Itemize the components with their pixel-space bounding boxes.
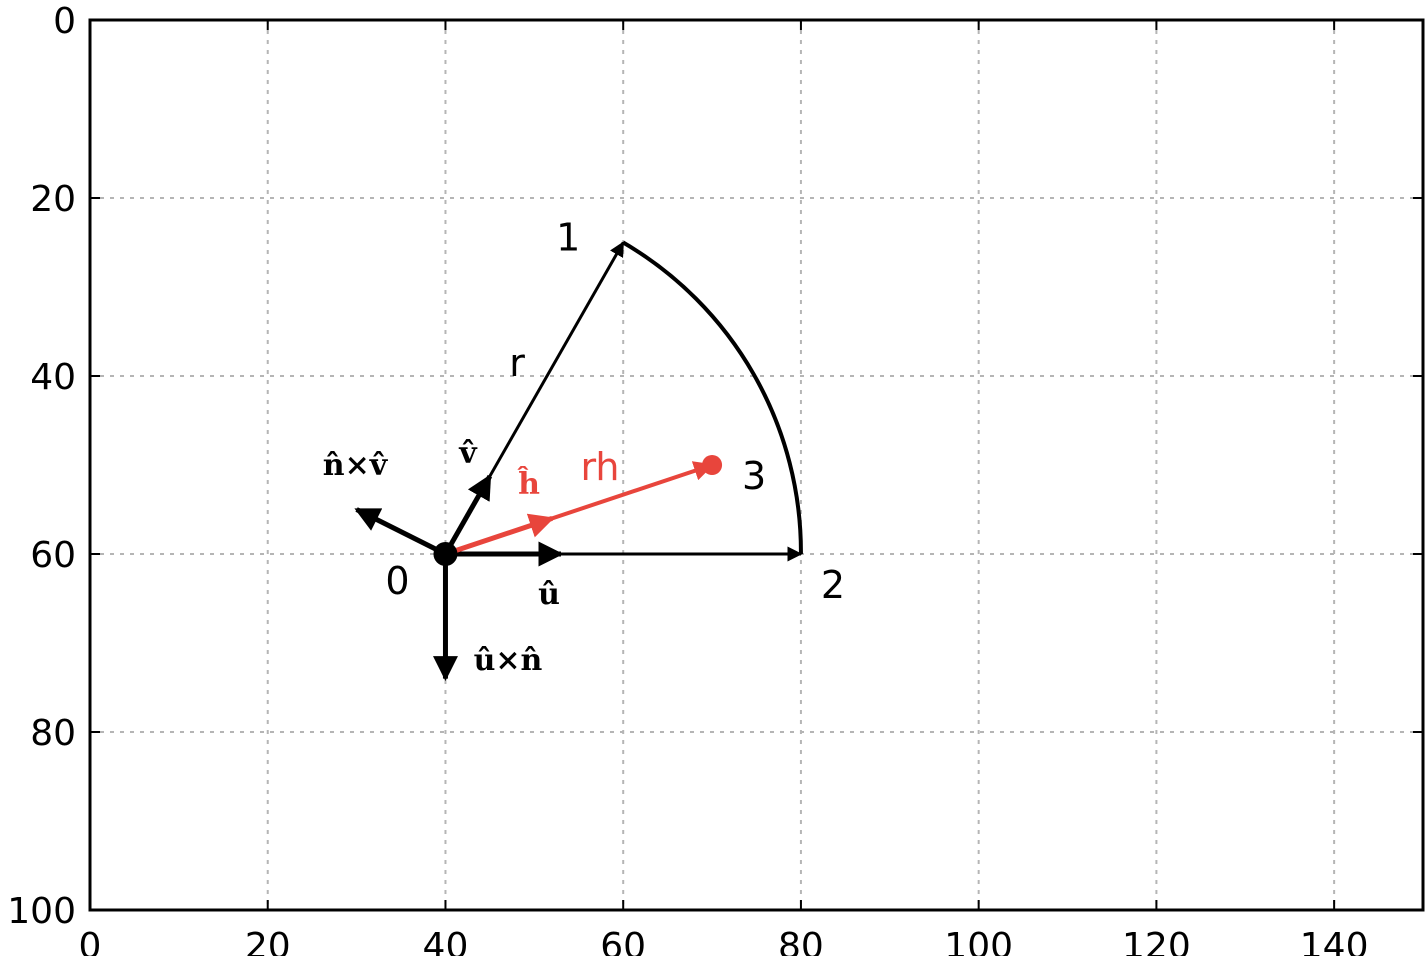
unit-vector (444, 513, 555, 557)
unit-vector-label: û (538, 577, 560, 612)
point-label: 2 (821, 563, 845, 607)
x-tick-label: 100 (944, 926, 1013, 956)
y-tick-label: 0 (53, 1, 76, 42)
unit-vector (354, 507, 447, 557)
unit-vector-label: û×n̂ (474, 643, 543, 678)
unit-vector-label: ĥ (517, 466, 540, 502)
rh-label: rh (580, 445, 619, 489)
y-tick-label: 60 (30, 535, 76, 576)
x-tick-label: 120 (1122, 926, 1191, 956)
x-tick-label: 140 (1300, 926, 1369, 956)
unit-vector-label: v̂ (458, 436, 478, 471)
unit-vector (443, 473, 493, 556)
x-tick-label: 80 (778, 926, 824, 956)
y-tick-label: 40 (30, 357, 76, 398)
x-tick-label: 20 (245, 926, 291, 956)
point-label: 0 (385, 559, 409, 603)
diagram-labels: 0 1 2 3 r rh v̂ û n̂×v̂ û×n̂ ĥ (323, 216, 845, 679)
y-tick-label: 100 (7, 891, 76, 932)
origin-dot (433, 542, 458, 566)
point-label: 3 (742, 454, 766, 498)
r-label: r (509, 341, 525, 385)
grid-lines (90, 20, 1423, 910)
y-tick-label: 80 (30, 713, 76, 754)
arc-1-to-2 (622, 240, 803, 555)
x-tick-label: 0 (79, 926, 102, 956)
y-tick-label: 20 (30, 179, 76, 220)
diagram-shapes (354, 240, 803, 682)
x-tick-label: 40 (423, 926, 469, 956)
x-tick-label: 60 (600, 926, 646, 956)
point-label: 1 (556, 216, 580, 260)
plot-frame (88, 18, 1425, 912)
unit-vector-label: n̂×v̂ (323, 448, 389, 483)
point-3-dot (702, 455, 723, 475)
